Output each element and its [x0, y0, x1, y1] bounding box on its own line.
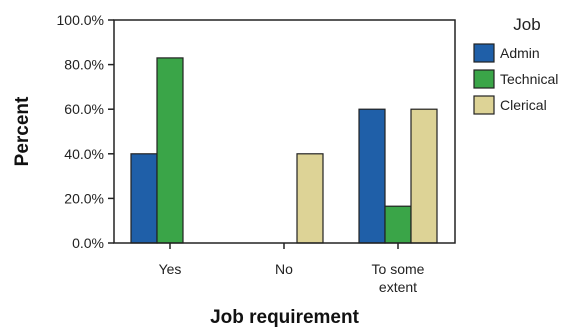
legend-label-technical: Technical	[500, 71, 558, 87]
bars	[130, 57, 438, 244]
y-tick-label: 40.0%	[64, 146, 104, 162]
legend: Job Admin Technical Clerical	[473, 15, 558, 115]
y-axis-title: Percent	[12, 96, 33, 166]
legend-swatch-admin	[473, 43, 495, 63]
legend-label-admin: Admin	[500, 45, 540, 61]
x-tick-label: To some	[372, 261, 425, 277]
bar-clerical-1	[296, 153, 324, 244]
bar-technical-2	[384, 205, 412, 244]
bar-clerical-2	[410, 108, 438, 244]
y-tick-label: 0.0%	[72, 235, 104, 251]
legend-swatch-clerical	[473, 95, 495, 115]
y-tick-label: 60.0%	[64, 101, 104, 117]
x-axis-title: Job requirement	[210, 307, 360, 328]
bar-admin-2	[358, 108, 386, 244]
legend-title: Job	[513, 15, 540, 34]
y-tick-label: 80.0%	[64, 57, 104, 73]
x-axis-ticks: Yes No To some extent	[159, 243, 425, 295]
plot-frame	[113, 19, 456, 244]
x-tick-label: extent	[379, 279, 417, 295]
bar-technical-0	[156, 57, 184, 244]
y-tick-label: 20.0%	[64, 190, 104, 206]
bar-admin-0	[130, 153, 158, 244]
x-tick-label: No	[275, 261, 293, 277]
y-axis-ticks: 0.0% 20.0% 40.0% 60.0% 80.0% 100.0%	[57, 12, 114, 251]
x-tick-label: Yes	[159, 261, 182, 277]
legend-label-clerical: Clerical	[500, 97, 547, 113]
y-tick-label: 100.0%	[57, 12, 104, 28]
legend-swatch-technical	[473, 69, 495, 89]
